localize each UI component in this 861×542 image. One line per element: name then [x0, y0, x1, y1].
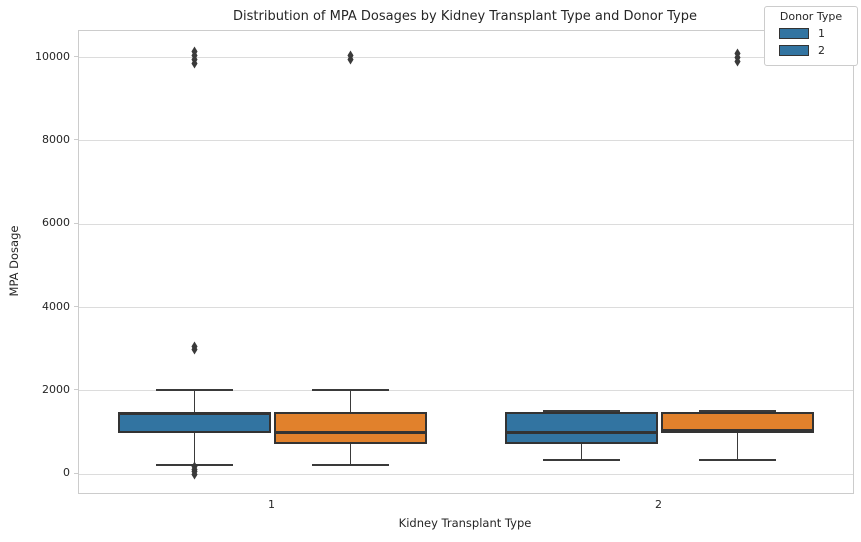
y-tick-label: 6000: [42, 216, 70, 230]
whisker-stem-lower-cat1-donor1: [193, 432, 196, 464]
whisker-cap-upper-cat1-donor2: [312, 388, 389, 391]
y-tick-label: 8000: [42, 132, 70, 146]
legend-entry: 1: [779, 27, 855, 40]
y-tick-label: 4000: [42, 299, 70, 313]
box-cat2-donor1: [505, 411, 658, 445]
legend-title: Donor Type: [779, 10, 843, 23]
whisker-cap-upper-cat1-donor1: [156, 388, 233, 391]
legend-entry-label: 2: [818, 44, 825, 57]
y-axis-label: MPA Dosage: [7, 225, 21, 297]
legend-entry-label: 1: [818, 27, 825, 40]
whisker-cap-upper-cat2-donor1: [543, 409, 620, 412]
gridline: [79, 223, 853, 225]
whisker-cap-lower-cat2-donor2: [699, 459, 776, 462]
whisker-stem-upper-cat1-donor1: [193, 390, 196, 412]
whisker-stem-lower-cat1-donor2: [349, 444, 352, 464]
y-tick-label: 0: [63, 466, 70, 480]
whisker-cap-lower-cat2-donor1: [543, 459, 620, 462]
y-tick-mark: [74, 222, 78, 224]
legend-entry: 2: [779, 44, 855, 57]
x-tick-label: 2: [655, 498, 662, 511]
gridline: [79, 473, 853, 475]
gridline: [79, 57, 853, 59]
plot-area: [78, 30, 854, 494]
gridline: [79, 307, 853, 309]
median-line-cat1-donor1: [120, 413, 269, 416]
whisker-cap-upper-cat2-donor2: [699, 409, 776, 412]
box-cat1-donor1: [118, 411, 271, 433]
whisker-stem-lower-cat2-donor2: [736, 432, 739, 460]
box-cat1-donor2: [274, 411, 427, 445]
y-tick-mark: [74, 56, 78, 58]
x-axis-label: Kidney Transplant Type: [398, 516, 532, 530]
gridline: [79, 140, 853, 142]
median-line-cat2-donor2: [663, 429, 812, 432]
chart-title: Distribution of MPA Dosages by Kidney Tr…: [232, 9, 698, 24]
whisker-stem-upper-cat1-donor2: [349, 390, 352, 412]
gridline: [79, 390, 853, 392]
y-tick-label: 2000: [42, 382, 70, 396]
median-line-cat1-donor2: [276, 431, 425, 434]
y-tick-mark: [74, 472, 78, 474]
y-tick-mark: [74, 139, 78, 141]
legend-swatch: [779, 28, 809, 39]
whisker-stem-lower-cat2-donor1: [580, 444, 583, 460]
median-line-cat2-donor1: [507, 431, 656, 434]
whisker-cap-lower-cat1-donor2: [312, 463, 389, 466]
legend-swatch: [779, 45, 809, 56]
y-tick-label: 10000: [35, 49, 70, 63]
y-tick-mark: [74, 389, 78, 391]
y-tick-mark: [74, 306, 78, 308]
x-tick-label: 1: [268, 498, 275, 511]
